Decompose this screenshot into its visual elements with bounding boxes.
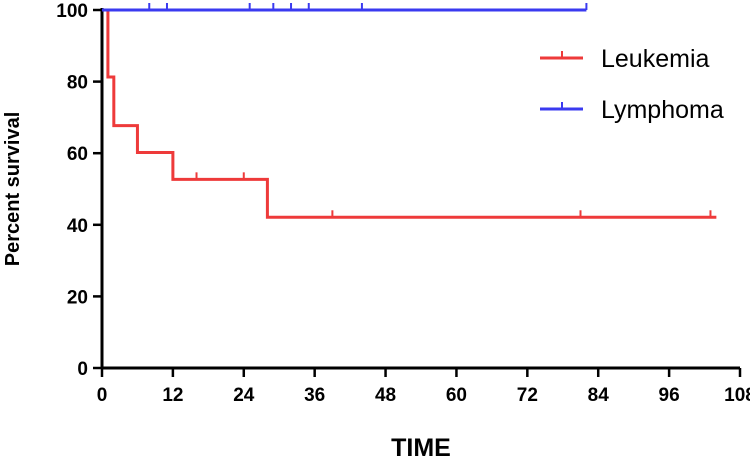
y-tick-label-20: 20 (67, 287, 88, 308)
y-tick-label-40: 40 (67, 216, 88, 237)
x-tick-label-48: 48 (375, 385, 396, 406)
x-tick-label-36: 36 (304, 385, 325, 406)
y-tick-label-80: 80 (67, 73, 88, 94)
x-tick-label-108: 108 (724, 385, 750, 406)
x-tick-label-72: 72 (517, 385, 538, 406)
legend: Leukemia Lymphoma (540, 45, 724, 124)
y-tick-label-0: 0 (77, 359, 88, 380)
x-tick-label-60: 60 (446, 385, 467, 406)
y-tick-label-60: 60 (67, 144, 88, 165)
legend-label-lymphoma: Lymphoma (601, 96, 724, 124)
y-axis-title: Percent survival (2, 112, 24, 267)
y-tick-label-100: 100 (56, 1, 88, 22)
x-tick-label-0: 0 (97, 385, 108, 406)
series-line-leukemia (102, 8, 717, 219)
x-tick-label-24: 24 (233, 385, 255, 406)
x-axis-title: TIME (391, 434, 451, 460)
x-tick-label-12: 12 (162, 385, 183, 406)
x-tick-label-84: 84 (588, 385, 610, 406)
legend-label-leukemia: Leukemia (601, 45, 709, 73)
x-tick-label-96: 96 (659, 385, 680, 406)
